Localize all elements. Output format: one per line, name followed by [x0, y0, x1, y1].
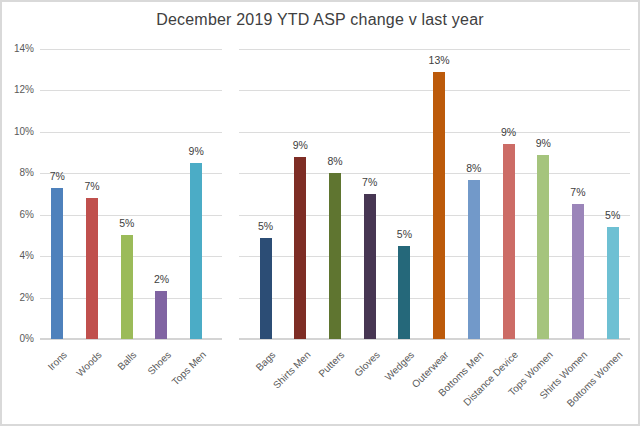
data-label-balls: 5% [102, 217, 152, 230]
category-label-irons: Irons [46, 349, 70, 373]
bar-tops-women [537, 155, 549, 339]
y-axis-label-0%: 0% [0, 333, 34, 345]
data-label-shirts-women: 7% [553, 186, 603, 199]
bar-woods [86, 198, 98, 339]
y-axis-label-14%: 14% [0, 43, 34, 55]
category-label-bags: Bags [253, 349, 277, 373]
data-label-gloves: 7% [345, 176, 395, 189]
category-label-wedges: Wedges [383, 349, 417, 383]
gridline-14%-right [239, 49, 630, 50]
category-label-putters: Putters [317, 349, 347, 379]
bar-putters [329, 173, 341, 339]
data-label-tops-men: 9% [171, 145, 221, 158]
bar-tops-men [190, 163, 202, 339]
gridline-12%-left [40, 90, 222, 91]
bar-bottoms-women [607, 227, 619, 339]
data-label-wedges: 5% [379, 228, 429, 241]
category-label-woods: Woods [74, 349, 104, 379]
data-label-bottoms-women: 5% [588, 209, 638, 222]
y-axis-label-2%: 2% [0, 292, 34, 304]
plot-area: 0% 2% 4% 6% 8% 10% 12% 14% 7% Irons 7% Woods 5% Balls… [0, 0, 640, 426]
data-label-shirts-men: 9% [275, 139, 325, 152]
bar-bottoms-men [468, 180, 480, 339]
y-axis-label-4%: 4% [0, 250, 34, 262]
data-label-outerwear: 13% [414, 54, 464, 67]
data-label-bags: 5% [241, 220, 291, 233]
bar-distance-device [503, 144, 515, 339]
gridline-10%-left [40, 132, 222, 133]
data-label-shoes: 2% [136, 273, 186, 286]
data-label-tops-women: 9% [518, 137, 568, 150]
bar-balls [121, 235, 133, 339]
data-label-woods: 7% [67, 180, 117, 193]
bar-chart: December 2019 YTD ASP change v last year… [0, 0, 640, 426]
bar-shirts-women [572, 204, 584, 339]
y-axis-label-10%: 10% [0, 126, 34, 138]
category-label-tops-men: Tops Men [170, 349, 208, 387]
bar-irons [51, 188, 63, 339]
data-label-putters: 8% [310, 155, 360, 168]
y-axis-label-6%: 6% [0, 209, 34, 221]
y-axis-label-12%: 12% [0, 84, 34, 96]
bar-shirts-men [294, 157, 306, 339]
bar-gloves [364, 194, 376, 339]
bar-outerwear [433, 72, 445, 339]
y-axis-label-8%: 8% [0, 167, 34, 179]
bar-wedges [398, 246, 410, 339]
data-label-bottoms-men: 8% [449, 162, 499, 175]
bar-bags [260, 238, 272, 339]
gridline-14%-left [40, 49, 222, 50]
category-label-shoes: Shoes [145, 349, 173, 377]
bar-shoes [155, 291, 167, 339]
category-label-balls: Balls [115, 349, 138, 372]
category-label-gloves: Gloves [352, 349, 382, 379]
